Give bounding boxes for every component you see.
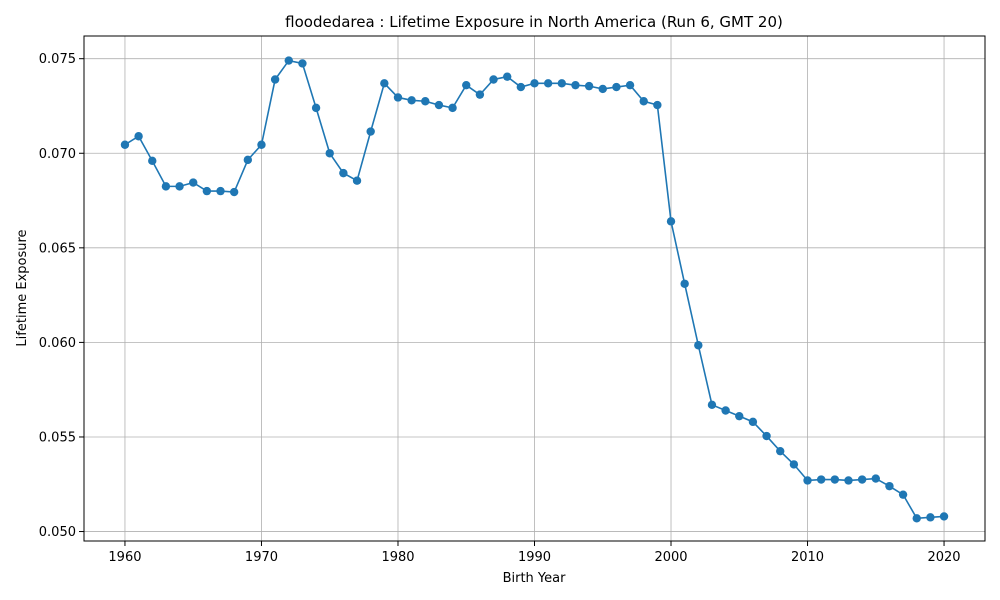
chart-title: floodedarea : Lifetime Exposure in North… <box>285 13 783 31</box>
data-point <box>721 406 730 415</box>
data-point <box>489 75 498 84</box>
data-point <box>311 103 321 113</box>
y-tick-label: 0.055 <box>39 430 76 445</box>
y-axis-ticks: 0.050 0.055 0.060 0.065 0.070 0.075 <box>39 52 84 540</box>
y-tick-label: 0.060 <box>39 336 76 351</box>
data-point <box>270 75 280 84</box>
data-point <box>434 100 444 110</box>
x-tick-label: 2010 <box>791 550 824 565</box>
data-point <box>898 490 908 499</box>
data-point <box>475 90 485 99</box>
data-point <box>694 341 703 350</box>
data-point <box>120 140 130 149</box>
data-point <box>584 81 594 91</box>
data-point <box>380 79 389 88</box>
data-point <box>202 186 212 196</box>
data-point <box>175 182 184 191</box>
x-tick-label: 1970 <box>245 550 278 565</box>
series-layer <box>120 56 949 523</box>
data-point <box>229 187 239 197</box>
data-point <box>216 186 225 196</box>
data-point <box>680 279 689 288</box>
data-point <box>912 514 921 523</box>
data-point <box>366 127 375 136</box>
data-point <box>803 476 812 485</box>
data-point <box>339 168 348 178</box>
y-tick-label: 0.070 <box>39 147 76 162</box>
data-point <box>735 411 744 421</box>
data-point <box>530 79 539 88</box>
data-point <box>625 80 635 90</box>
data-point <box>926 513 935 522</box>
y-tick-label: 0.065 <box>39 241 76 256</box>
data-point <box>571 80 580 90</box>
y-axis-title: Lifetime Exposure <box>15 229 30 346</box>
data-point <box>885 481 894 491</box>
x-axis-title: Birth Year <box>503 571 567 586</box>
y-tick-label: 0.050 <box>39 525 76 540</box>
data-point <box>816 475 826 484</box>
data-point <box>448 103 457 113</box>
data-point <box>148 156 157 166</box>
data-point <box>789 460 799 469</box>
data-point <box>844 476 853 485</box>
x-tick-label: 2000 <box>654 550 687 565</box>
data-point <box>762 431 771 441</box>
data-point <box>598 84 607 94</box>
y-tick-label: 0.075 <box>39 52 76 67</box>
data-point <box>612 82 621 92</box>
data-point <box>639 97 648 106</box>
data-point <box>352 176 362 185</box>
data-point <box>871 474 880 483</box>
data-point <box>748 417 758 427</box>
x-tick-label: 1980 <box>381 550 414 565</box>
data-point <box>407 96 416 105</box>
data-point <box>134 132 143 141</box>
data-point <box>462 80 471 90</box>
data-point <box>257 140 266 149</box>
grid-layer <box>84 36 985 541</box>
data-point <box>325 149 334 158</box>
data-point <box>393 93 403 102</box>
data-point <box>830 475 840 484</box>
data-point <box>707 400 717 410</box>
x-tick-label: 2020 <box>927 550 960 565</box>
data-point <box>189 178 198 187</box>
data-point <box>284 56 293 65</box>
data-point <box>516 82 526 92</box>
data-point <box>298 59 307 68</box>
data-point <box>161 182 171 191</box>
data-point <box>776 446 785 456</box>
x-axis-ticks: 1960 1970 1980 1990 2000 2010 2020 <box>108 541 961 565</box>
data-point <box>857 475 867 484</box>
data-point <box>243 155 253 165</box>
data-point <box>666 217 676 226</box>
data-point <box>543 79 553 88</box>
data-point <box>421 97 430 106</box>
data-point <box>653 100 662 110</box>
data-point <box>502 72 512 81</box>
x-tick-label: 1960 <box>108 550 141 565</box>
x-tick-label: 1990 <box>518 550 551 565</box>
data-point <box>939 512 949 521</box>
data-point <box>557 79 567 88</box>
